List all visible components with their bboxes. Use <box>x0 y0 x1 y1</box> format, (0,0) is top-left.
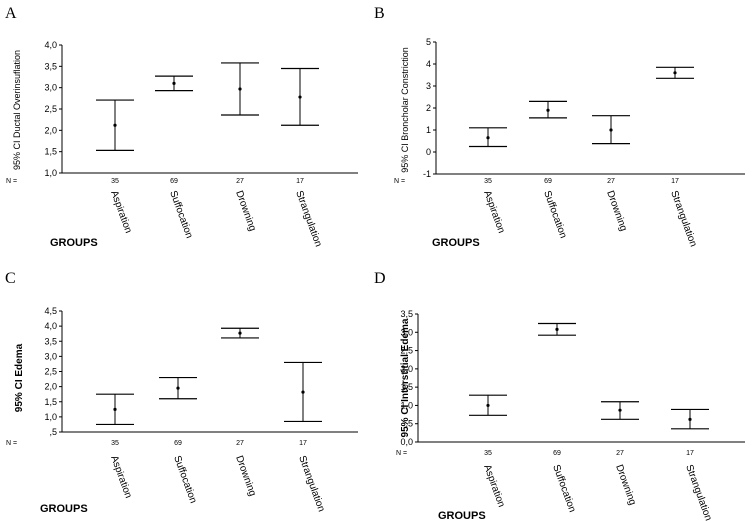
y-tick-label: 2 <box>426 103 431 113</box>
n-value: 35 <box>484 178 492 185</box>
category-label: Strangulation <box>683 463 713 521</box>
mean-point <box>298 95 302 99</box>
y-axis-label: 95% CI Broncholar Constriction <box>400 47 410 173</box>
y-tick-label: 2,0 <box>44 125 57 135</box>
y-tick-label: 1,0 <box>400 400 413 410</box>
y-tick-label: -1 <box>423 169 431 179</box>
category-label: Aspiration <box>108 189 134 235</box>
y-tick-label: 1,5 <box>44 147 57 157</box>
y-axis-label: 95% CI Interstitial Edema <box>400 318 411 437</box>
n-value: 27 <box>607 178 615 185</box>
n-value: 69 <box>544 178 552 185</box>
y-tick-label: 4,5 <box>44 306 57 316</box>
y-tick-label: 2,0 <box>44 382 57 392</box>
category-label: Strangulation <box>293 189 323 248</box>
y-tick-label: 4,0 <box>44 40 57 50</box>
y-tick-label: 1,0 <box>44 168 57 178</box>
category-label: Aspiration <box>481 463 507 509</box>
category-label: Aspiration <box>108 454 134 500</box>
category-label: Suffocation <box>167 189 194 240</box>
y-tick-label: 4,0 <box>44 321 57 331</box>
mean-point <box>688 417 692 421</box>
y-tick-label: 3,5 <box>400 309 413 319</box>
n-value: 27 <box>236 178 244 185</box>
mean-point <box>673 71 677 75</box>
x-axis-label: GROUPS <box>50 237 98 249</box>
x-axis-label: GROUPS <box>432 237 480 249</box>
mean-point <box>609 128 613 132</box>
category-label: Drowning <box>233 454 258 497</box>
y-tick-label: 3,5 <box>44 336 57 346</box>
y-tick-label: 5 <box>426 37 431 47</box>
y-tick-label: 0,0 <box>400 437 413 447</box>
y-tick-label: 2,0 <box>400 364 413 374</box>
mean-point <box>555 327 559 331</box>
n-value: 27 <box>236 440 244 447</box>
y-tick-label: 3,5 <box>44 61 57 71</box>
category-label: Suffocation <box>550 463 577 514</box>
n-label: N = <box>396 450 407 457</box>
category-label: Drowning <box>604 189 629 232</box>
n-value: 69 <box>174 440 182 447</box>
y-tick-label: 3,0 <box>400 327 413 337</box>
category-label: Strangulation <box>668 189 698 248</box>
n-value: 35 <box>484 450 492 457</box>
n-value: 17 <box>671 178 679 185</box>
panel-label: A <box>5 5 17 22</box>
y-tick-label: 0 <box>426 147 431 157</box>
n-label: N = <box>6 440 17 447</box>
n-value: 27 <box>616 450 624 457</box>
mean-point <box>238 331 242 335</box>
mean-point <box>546 108 550 112</box>
panel-label: D <box>374 270 386 287</box>
n-value: 17 <box>686 450 694 457</box>
mean-point <box>486 136 490 140</box>
y-tick-label: 2,5 <box>44 104 57 114</box>
y-tick-label: 3 <box>426 81 431 91</box>
panel-label: B <box>374 5 385 22</box>
category-label: Strangulation <box>296 454 326 513</box>
category-label: Drowning <box>233 189 258 232</box>
panel-label: C <box>5 270 16 287</box>
y-tick-label: ,5 <box>49 427 57 437</box>
y-tick-label: 2,5 <box>400 346 413 356</box>
y-axis-label: 95% CI Edema <box>14 343 25 412</box>
category-label: Aspiration <box>481 189 507 235</box>
y-tick-label: 3,0 <box>44 351 57 361</box>
mean-point <box>486 403 490 408</box>
n-label: N = <box>394 178 405 185</box>
y-tick-label: 3,0 <box>44 83 57 93</box>
mean-point <box>113 407 117 411</box>
n-value: 17 <box>299 440 307 447</box>
n-value: 35 <box>111 440 119 447</box>
category-label: Suffocation <box>171 454 198 505</box>
n-value: 69 <box>553 450 561 457</box>
mean-point <box>176 386 180 390</box>
y-tick-label: 2,5 <box>44 367 57 377</box>
y-tick-label: 1,0 <box>44 412 57 422</box>
n-label: N = <box>6 178 17 185</box>
category-label: Suffocation <box>541 189 568 240</box>
mean-point <box>172 81 176 85</box>
x-axis-label: GROUPS <box>40 503 88 515</box>
y-tick-label: 1,5 <box>44 397 57 407</box>
mean-point <box>618 408 622 412</box>
y-tick-label: 1,5 <box>400 382 413 392</box>
mean-point <box>301 390 305 394</box>
y-tick-label: 4 <box>426 59 431 69</box>
mean-point <box>113 123 117 127</box>
n-value: 17 <box>296 178 304 185</box>
n-value: 35 <box>111 178 119 185</box>
mean-point <box>238 87 242 91</box>
y-tick-label: 1 <box>426 125 431 135</box>
category-label: Drowning <box>613 463 638 506</box>
x-axis-label: GROUPS <box>438 510 486 521</box>
y-axis-label: 95% CI Ductal Overinsuflation <box>12 50 22 170</box>
y-tick-label: ,5 <box>405 419 413 429</box>
n-value: 69 <box>170 178 178 185</box>
